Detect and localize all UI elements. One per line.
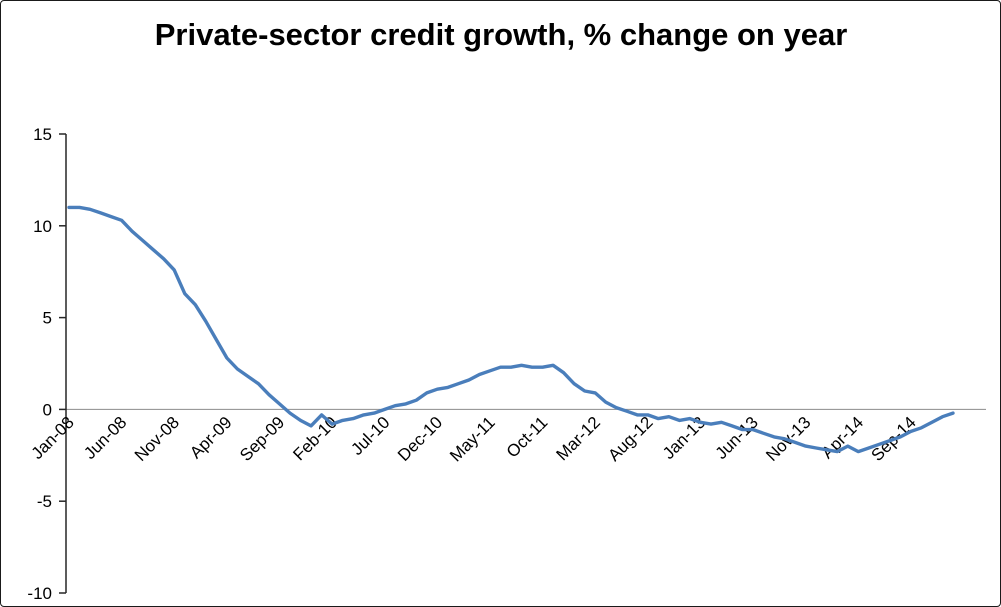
x-tick-label: Mar-12 xyxy=(552,413,604,465)
x-tick-label: Sep-09 xyxy=(236,413,288,465)
y-tick-label: -5 xyxy=(37,492,52,511)
y-tick-label: 5 xyxy=(43,309,52,328)
x-tick-label: Jun-13 xyxy=(712,413,762,463)
chart-title: Private-sector credit growth, % change o… xyxy=(154,17,848,52)
credit-growth-series-line xyxy=(67,205,955,454)
x-tick-label: Apr-09 xyxy=(186,413,236,463)
x-tick-label: Jan-08 xyxy=(28,413,78,463)
y-tick-label: 0 xyxy=(43,400,52,419)
y-tick-label: 10 xyxy=(33,217,52,236)
y-tick-label: -10 xyxy=(27,584,52,603)
x-tick-label: Nov-08 xyxy=(131,413,183,465)
x-tick-label: Jun-08 xyxy=(80,413,130,463)
x-tick-label: May-11 xyxy=(446,413,499,466)
x-tick-label: Apr-14 xyxy=(818,413,868,463)
x-tick-label: Oct-11 xyxy=(503,413,552,462)
x-tick-label: Dec-10 xyxy=(394,413,446,465)
x-tick-label: Aug-12 xyxy=(604,413,656,465)
y-tick-label: 15 xyxy=(33,125,52,144)
